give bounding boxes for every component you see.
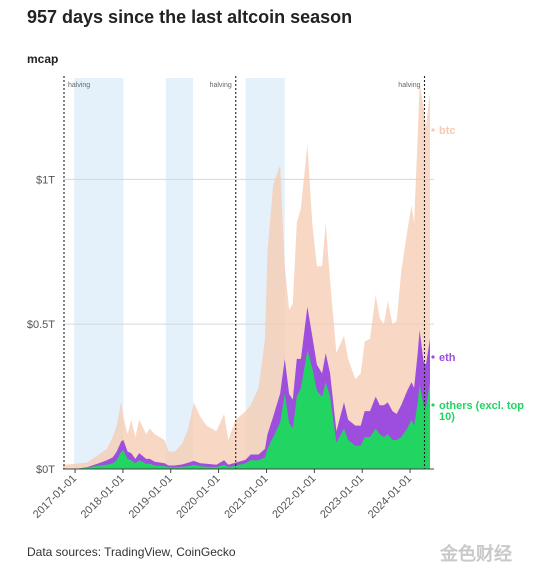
area-others	[63, 350, 430, 469]
x-tick-label: 2022-01-01	[270, 473, 318, 521]
altcoin-season-band-1	[74, 78, 124, 469]
y-tick-label: $0.5T	[27, 319, 55, 331]
y-tick-label: $1T	[36, 174, 55, 186]
area-btc	[63, 83, 430, 470]
y-tick-label: $0T	[36, 464, 55, 476]
x-tick-label: 2017-01-01	[31, 473, 79, 521]
x-tick-label: 2019-01-01	[127, 473, 175, 521]
x-tick-label: 2024-01-01	[366, 473, 414, 521]
halving-label: halving	[210, 82, 232, 89]
x-tick-label: 2018-01-01	[79, 473, 127, 521]
x-tick-label: 2023-01-01	[318, 473, 366, 521]
halving-label: halving	[398, 82, 420, 89]
series-label: others (excl. top	[439, 400, 524, 412]
series-label: btc	[439, 125, 456, 137]
x-tick-label: 2021-01-01	[222, 473, 270, 521]
series-marker-eth	[431, 355, 435, 359]
x-tick-label: 2020-01-01	[174, 473, 222, 521]
chart-title: 957 days since the last altcoin season	[27, 7, 353, 27]
series-label: 10)	[439, 411, 455, 423]
series-marker-btc	[431, 128, 435, 132]
series-marker-others	[431, 403, 435, 407]
halving-label: halving	[68, 82, 90, 89]
altcoin-season-band-2	[165, 78, 194, 469]
watermark-logo: 金色财经	[440, 544, 512, 564]
area-eth	[63, 306, 430, 469]
y-axis-label: mcap	[27, 52, 59, 66]
data-source-note: Data sources: TradingView, CoinGecko	[27, 545, 236, 559]
series-label: eth	[439, 352, 456, 364]
